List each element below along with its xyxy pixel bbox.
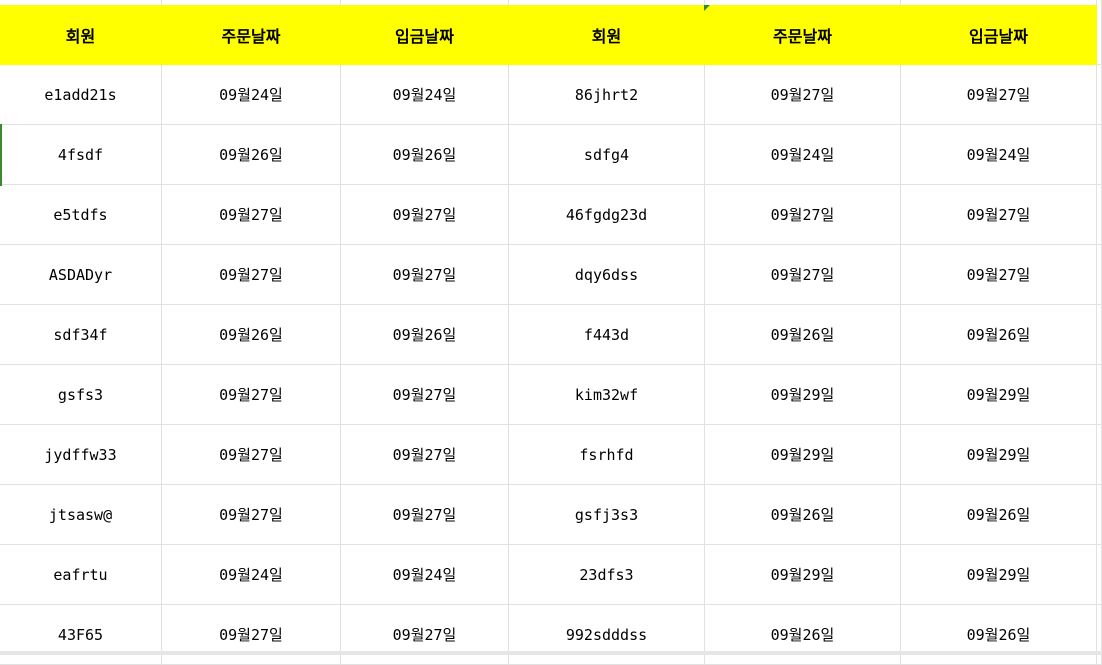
table-row: ASDADyr 09월27일 09월27일 dqy6dss 09월27일 09월27일 <box>0 245 1102 305</box>
order-date-cell[interactable]: 09월24일 <box>705 125 901 185</box>
grid-cell[interactable] <box>1097 185 1102 245</box>
order-date-cell[interactable]: 09월29일 <box>705 545 901 605</box>
order-date-cell[interactable]: 09월27일 <box>162 185 341 245</box>
table-row: e5tdfs 09월27일 09월27일 46fgdg23d 09월27일 09월27일 <box>0 185 1102 245</box>
payment-date-cell[interactable]: 09월24일 <box>341 65 509 125</box>
member-cell[interactable]: e1add21s <box>0 65 162 125</box>
member-cell[interactable]: gsfj3s3 <box>509 485 705 545</box>
table-row: sdf34f 09월26일 09월26일 f443d 09월26일 09월26일 <box>0 305 1102 365</box>
table-row: jtsasw@ 09월27일 09월27일 gsfj3s3 09월26일 09월26일 <box>0 485 1102 545</box>
payment-date-cell[interactable]: 09월29일 <box>901 425 1097 485</box>
grid-cell[interactable] <box>1097 125 1102 185</box>
order-date-cell[interactable]: 09월27일 <box>162 605 341 665</box>
payment-date-cell[interactable]: 09월27일 <box>341 605 509 665</box>
grid-cell[interactable] <box>341 0 509 5</box>
payment-date-cell[interactable]: 09월26일 <box>901 305 1097 365</box>
cell-selection-indicator <box>0 124 2 186</box>
member-cell[interactable]: eafrtu <box>0 545 162 605</box>
payment-date-cell[interactable]: 09월27일 <box>341 485 509 545</box>
order-date-cell[interactable]: 09월29일 <box>705 365 901 425</box>
grid-cell[interactable] <box>1097 605 1102 665</box>
member-cell[interactable]: jtsasw@ <box>0 485 162 545</box>
grid-cell[interactable] <box>162 0 341 5</box>
payment-date-cell[interactable]: 09월26일 <box>341 125 509 185</box>
order-date-cell[interactable]: 09월26일 <box>705 485 901 545</box>
payment-date-cell[interactable]: 09월27일 <box>901 185 1097 245</box>
member-cell[interactable]: ASDADyr <box>0 245 162 305</box>
payment-date-cell[interactable]: 09월29일 <box>901 365 1097 425</box>
payment-date-cell[interactable]: 09월24일 <box>901 125 1097 185</box>
column-header-cell[interactable]: 주문날짜 <box>162 5 341 65</box>
grid-cell[interactable] <box>1097 485 1102 545</box>
payment-date-cell[interactable]: 09월29일 <box>901 545 1097 605</box>
member-cell[interactable]: 86jhrt2 <box>509 65 705 125</box>
payment-date-cell[interactable]: 09월24일 <box>341 545 509 605</box>
payment-date-cell[interactable]: 09월26일 <box>341 305 509 365</box>
grid-cell[interactable] <box>1097 5 1102 65</box>
member-cell[interactable]: dqy6dss <box>509 245 705 305</box>
grid-cell[interactable] <box>705 0 901 5</box>
member-cell[interactable]: 23dfs3 <box>509 545 705 605</box>
grid-cell[interactable] <box>1097 65 1102 125</box>
table-row: gsfs3 09월27일 09월27일 kim32wf 09월29일 09월29일 <box>0 365 1102 425</box>
order-date-cell[interactable]: 09월27일 <box>162 365 341 425</box>
horizontal-scrollbar-edge[interactable] <box>0 651 1102 655</box>
grid-cell[interactable] <box>0 0 162 5</box>
column-header-cell[interactable]: 회원 <box>0 5 162 65</box>
order-date-cell[interactable]: 09월27일 <box>705 185 901 245</box>
member-cell[interactable]: fsrhfd <box>509 425 705 485</box>
table-row: eafrtu 09월24일 09월24일 23dfs3 09월29일 09월29일 <box>0 545 1102 605</box>
member-cell[interactable]: 4fsdf <box>0 125 162 185</box>
grid-cell[interactable] <box>1097 545 1102 605</box>
grid-cell[interactable] <box>1097 365 1102 425</box>
grid-cell[interactable] <box>509 0 705 5</box>
order-date-cell[interactable]: 09월26일 <box>162 125 341 185</box>
grid-cell[interactable] <box>1097 305 1102 365</box>
payment-date-cell[interactable]: 09월26일 <box>901 605 1097 665</box>
table-row: 43F65 09월27일 09월27일 992sdddss 09월26일 09월26일 <box>0 605 1102 665</box>
member-cell[interactable]: kim32wf <box>509 365 705 425</box>
table-row: e1add21s 09월24일 09월24일 86jhrt2 09월27일 09월27일 <box>0 65 1102 125</box>
payment-date-cell[interactable]: 09월27일 <box>341 365 509 425</box>
member-cell[interactable]: 992sdddss <box>509 605 705 665</box>
payment-date-cell[interactable]: 09월27일 <box>901 65 1097 125</box>
grid-cell[interactable] <box>901 0 1097 5</box>
table-row: jydffw33 09월27일 09월27일 fsrhfd 09월29일 09월29일 <box>0 425 1102 485</box>
member-cell[interactable]: sdf34f <box>0 305 162 365</box>
header-row: 회원 주문날짜 입금날짜 회원 주문날짜 입금날짜 <box>0 5 1102 65</box>
member-cell[interactable]: 46fgdg23d <box>509 185 705 245</box>
order-date-cell[interactable]: 09월27일 <box>162 485 341 545</box>
order-date-cell[interactable]: 09월27일 <box>162 245 341 305</box>
grid-cell[interactable] <box>1097 425 1102 485</box>
order-date-cell[interactable]: 09월26일 <box>705 605 901 665</box>
column-header-cell[interactable]: 입금날짜 <box>341 5 509 65</box>
member-cell[interactable]: f443d <box>509 305 705 365</box>
order-date-cell[interactable]: 09월27일 <box>705 65 901 125</box>
column-header-cell[interactable]: 주문날짜 <box>705 5 901 65</box>
member-cell[interactable]: 43F65 <box>0 605 162 665</box>
payment-date-cell[interactable]: 09월27일 <box>341 185 509 245</box>
order-date-cell[interactable]: 09월27일 <box>162 425 341 485</box>
member-cell[interactable]: gsfs3 <box>0 365 162 425</box>
comment-indicator-icon <box>704 5 710 11</box>
order-date-cell[interactable]: 09월24일 <box>162 545 341 605</box>
column-header-cell[interactable]: 회원 <box>509 5 705 65</box>
column-header-cell[interactable]: 입금날짜 <box>901 5 1097 65</box>
payment-date-cell[interactable]: 09월27일 <box>901 245 1097 305</box>
payment-date-cell[interactable]: 09월27일 <box>341 245 509 305</box>
member-cell[interactable]: e5tdfs <box>0 185 162 245</box>
member-cell[interactable]: sdfg4 <box>509 125 705 185</box>
order-date-cell[interactable]: 09월24일 <box>162 65 341 125</box>
order-date-cell[interactable]: 09월26일 <box>162 305 341 365</box>
order-date-cell[interactable]: 09월29일 <box>705 425 901 485</box>
payment-date-cell[interactable]: 09월27일 <box>341 425 509 485</box>
grid-cell[interactable] <box>1097 245 1102 305</box>
payment-date-cell[interactable]: 09월26일 <box>901 485 1097 545</box>
order-date-cell[interactable]: 09월27일 <box>705 245 901 305</box>
table-row: 4fsdf 09월26일 09월26일 sdfg4 09월24일 09월24일 <box>0 125 1102 185</box>
member-cell[interactable]: jydffw33 <box>0 425 162 485</box>
order-date-cell[interactable]: 09월26일 <box>705 305 901 365</box>
